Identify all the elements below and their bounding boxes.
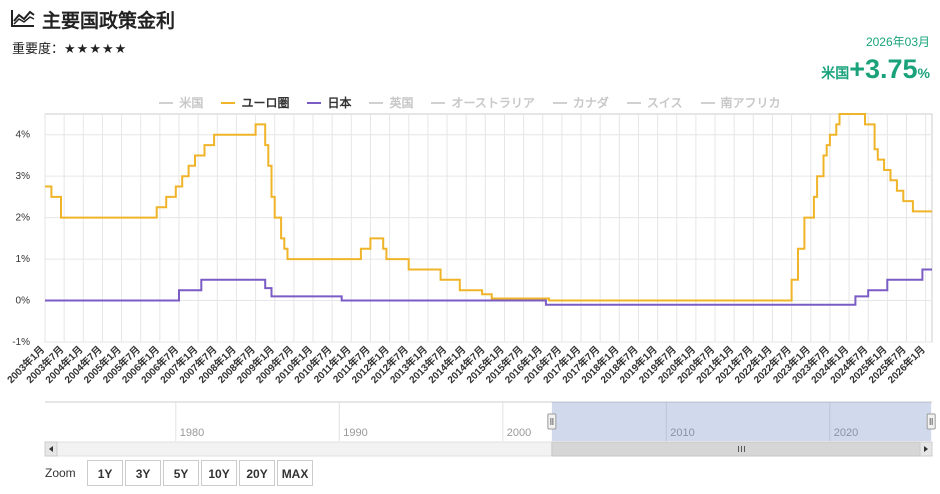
zoom-button-10y[interactable]: 10Y	[201, 460, 238, 486]
latest-rate: 米国+3.75%	[821, 54, 930, 85]
legend-swatch	[307, 101, 322, 104]
legend-swatch	[159, 101, 174, 104]
y-tick-label: 2%	[16, 213, 31, 224]
y-tick-label: 3%	[16, 171, 31, 182]
legend-swatch	[369, 101, 384, 104]
scroll-left-arrow-icon	[49, 446, 53, 452]
zoom-button-20y[interactable]: 20Y	[239, 460, 276, 486]
page-title: 主要国政策金利	[42, 11, 176, 32]
zoom-controls: Zoom 1Y 3Y 5Y 10Y 20Y MAX	[45, 460, 315, 488]
legend-item[interactable]: 米国	[159, 94, 203, 111]
legend-item[interactable]: 日本	[307, 94, 351, 111]
legend-label: 米国	[179, 96, 204, 110]
zoom-button-3y[interactable]: 3Y	[125, 460, 162, 486]
importance-stars: ★★★★★	[64, 41, 128, 56]
chart-legend: 米国 ユーロ圏 日本 英国 オーストラリア カナダ スイス 南アフリカ	[0, 94, 940, 111]
legend-label: カナダ	[572, 96, 609, 110]
legend-item[interactable]: カナダ	[552, 94, 609, 111]
legend-item[interactable]: スイス	[626, 94, 683, 111]
y-tick-label: 0%	[16, 296, 31, 307]
y-tick-label: -1%	[12, 337, 30, 348]
latest-rate-value: +3.75	[849, 54, 918, 84]
plot-area	[44, 113, 933, 343]
navigator-selection[interactable]	[551, 402, 932, 441]
latest-rate-unit: %	[917, 65, 930, 81]
latest-rate-country: 米国	[821, 65, 850, 81]
line-chart-icon	[11, 10, 35, 27]
navigator-handle[interactable]	[547, 413, 557, 430]
series-line	[45, 113, 932, 302]
zoom-label: Zoom	[45, 466, 76, 480]
legend-item[interactable]: ユーロ圏	[221, 94, 289, 111]
legend-item[interactable]: オーストラリア	[431, 94, 535, 111]
legend-swatch	[626, 101, 641, 104]
legend-swatch	[431, 101, 446, 104]
zoom-button-max[interactable]: MAX	[277, 460, 314, 486]
y-tick-label: 4%	[16, 130, 31, 141]
legend-label: ユーロ圏	[241, 96, 290, 110]
legend-label: スイス	[646, 96, 683, 110]
navigator-year-label: 2010	[670, 427, 694, 439]
navigator-area	[45, 402, 932, 441]
legend-label: 日本	[327, 96, 352, 110]
legend-label: オーストラリア	[451, 96, 535, 110]
importance-rating: 重要度：★★★★★	[12, 38, 127, 57]
latest-date: 2026年03月	[865, 35, 930, 49]
legend-swatch	[700, 101, 715, 104]
zoom-button-1y[interactable]: 1Y	[87, 460, 124, 486]
legend-item[interactable]: 英国	[369, 94, 413, 111]
navigator-handle[interactable]	[926, 413, 936, 430]
navigator-year-label: 1980	[180, 427, 204, 439]
navigator-year-label: 2000	[507, 427, 531, 439]
navigator-year-label: 1990	[343, 427, 367, 439]
legend-label: 南アフリカ	[720, 96, 781, 110]
importance-label: 重要度：	[12, 41, 65, 56]
legend-swatch	[552, 101, 567, 104]
legend-swatch	[221, 101, 236, 104]
y-tick-label: 1%	[16, 254, 31, 265]
scroll-right-arrow-icon	[924, 446, 928, 452]
legend-item[interactable]: 南アフリカ	[700, 94, 781, 111]
navigator-year-label: 2020	[834, 427, 858, 439]
zoom-button-5y[interactable]: 5Y	[163, 460, 200, 486]
series-line	[45, 268, 932, 306]
legend-label: 英国	[389, 96, 414, 110]
